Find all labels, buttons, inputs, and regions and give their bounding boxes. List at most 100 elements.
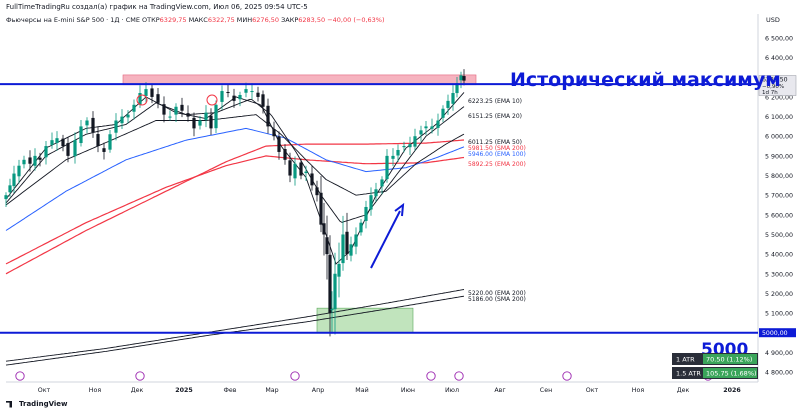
- candle-body: [441, 108, 445, 118]
- indicator-value-label: 5946.00 (EMA 100): [468, 151, 526, 158]
- candle-body: [402, 146, 406, 148]
- candle-body: [91, 117, 95, 133]
- candle-body: [162, 104, 166, 115]
- candle-body: [419, 130, 423, 135]
- last-price-change: −0,90%: [762, 84, 784, 90]
- footer-brand: TradingView: [19, 400, 68, 408]
- candle-body: [73, 140, 77, 157]
- candle-body: [430, 126, 434, 129]
- indicator-value-label: 5981.50 (SMA 200): [468, 145, 526, 152]
- event-marker-icon: [426, 371, 436, 381]
- candle-body: [328, 254, 332, 314]
- symbol-description: Фьючерсы на E-mini S&P 500 · 1Д · CME: [6, 16, 143, 24]
- candle-body: [385, 155, 389, 180]
- candle-body: [33, 155, 37, 166]
- currency-label: USD: [766, 16, 780, 24]
- ohlc-value: 6283,50: [298, 16, 328, 24]
- candle-body: [341, 234, 345, 264]
- ema200_weekly-line: [5, 289, 465, 362]
- ohlc-label: МАКС: [188, 16, 208, 24]
- ohlc-value: 6276,50: [252, 16, 282, 24]
- y-tick-label: 5 700,00: [765, 193, 793, 200]
- candle-body: [180, 104, 184, 111]
- candle-body: [304, 171, 308, 174]
- candle-body: [8, 185, 12, 193]
- x-tick-label: Июн: [401, 387, 415, 394]
- candle-body: [186, 113, 190, 117]
- y-tick-label: 5 100,00: [765, 311, 793, 318]
- y-tick-label: 5 600,00: [765, 212, 793, 219]
- candle-body: [28, 157, 32, 164]
- indicator-value-label: 5892.25 (EMA 200): [468, 161, 526, 168]
- key-level-axis-tag: [759, 328, 796, 338]
- event-marker-icon: [135, 371, 145, 381]
- candle-body: [96, 134, 100, 147]
- candle-body: [114, 120, 118, 133]
- candle-body: [17, 165, 21, 177]
- sma200_weekly-line: [5, 295, 465, 366]
- y-tick-label: 6 000,00: [765, 134, 793, 141]
- atr-value-bg: [703, 354, 757, 364]
- candle-body: [337, 263, 341, 277]
- candle-body: [345, 231, 349, 255]
- candle-body: [38, 157, 42, 160]
- y-tick-label: 5 400,00: [765, 252, 793, 259]
- candle-body: [380, 179, 384, 187]
- candle-body: [85, 120, 89, 126]
- trend-arrow-shaft: [370, 210, 401, 269]
- candle-body: [198, 120, 202, 126]
- candle-body: [424, 126, 428, 129]
- x-tick-label: Ноя: [89, 387, 102, 394]
- candle-body: [144, 89, 148, 96]
- y-tick-label: 5 800,00: [765, 173, 793, 180]
- candle-body: [174, 106, 178, 115]
- candle-body: [459, 75, 463, 81]
- series-header: Фьючерсы на E-mini S&P 500 · 1Д · CME ОТ…: [6, 16, 385, 24]
- candle-body: [462, 76, 466, 81]
- candle-body: [391, 155, 395, 159]
- x-tick-label: Апр: [312, 387, 324, 394]
- y-tick-label: 6 200,00: [765, 94, 793, 101]
- trend-arrow-head-icon: [394, 202, 405, 217]
- candle-body: [446, 100, 450, 108]
- candle-body: [288, 160, 292, 176]
- x-tick-label: Июл: [445, 387, 459, 394]
- candle-body: [50, 140, 54, 145]
- candle-body: [349, 244, 353, 256]
- candle-body: [66, 143, 70, 156]
- candle-body: [4, 195, 8, 200]
- x-tick-label: Май: [355, 386, 368, 394]
- ema50-line: [5, 114, 465, 206]
- x-tick-label: Авг: [494, 387, 505, 394]
- candle-body: [369, 195, 373, 210]
- y-tick-label: 5 500,00: [765, 232, 793, 239]
- candle-body: [232, 95, 236, 101]
- event-marker-icon: [562, 371, 572, 381]
- candle-body: [102, 148, 106, 152]
- x-tick-label: Дек: [677, 387, 690, 394]
- candle-body: [120, 116, 124, 124]
- candle-body: [310, 173, 314, 186]
- y-tick-label: 4 800,00: [765, 370, 793, 377]
- x-tick-label: Окт: [38, 387, 51, 394]
- candle-body: [436, 120, 440, 128]
- atr-value: 70.50 (1.12%): [706, 356, 752, 364]
- ohlc-value: 6322,75: [207, 16, 237, 24]
- candle-body: [12, 173, 16, 187]
- candle-body: [220, 91, 224, 102]
- candle-body: [132, 104, 136, 112]
- candle-body: [214, 104, 218, 129]
- candle-body: [55, 138, 59, 143]
- candle-body: [364, 206, 368, 221]
- atr-label: 1.5 ATR: [676, 370, 701, 378]
- y-tick-label: 6 100,00: [765, 114, 793, 121]
- candle-body: [126, 114, 130, 118]
- ohlc-label: ЗАКР: [281, 16, 299, 24]
- published-line: FullTimeTradingRu создал(а) график на Tr…: [6, 3, 308, 11]
- indicator-value-label: 6223.25 (EMA 10): [468, 98, 522, 105]
- candle-body: [330, 309, 334, 311]
- x-tick-label: Сен: [540, 387, 552, 394]
- sma200-line: [5, 139, 465, 275]
- candle-body: [322, 223, 326, 235]
